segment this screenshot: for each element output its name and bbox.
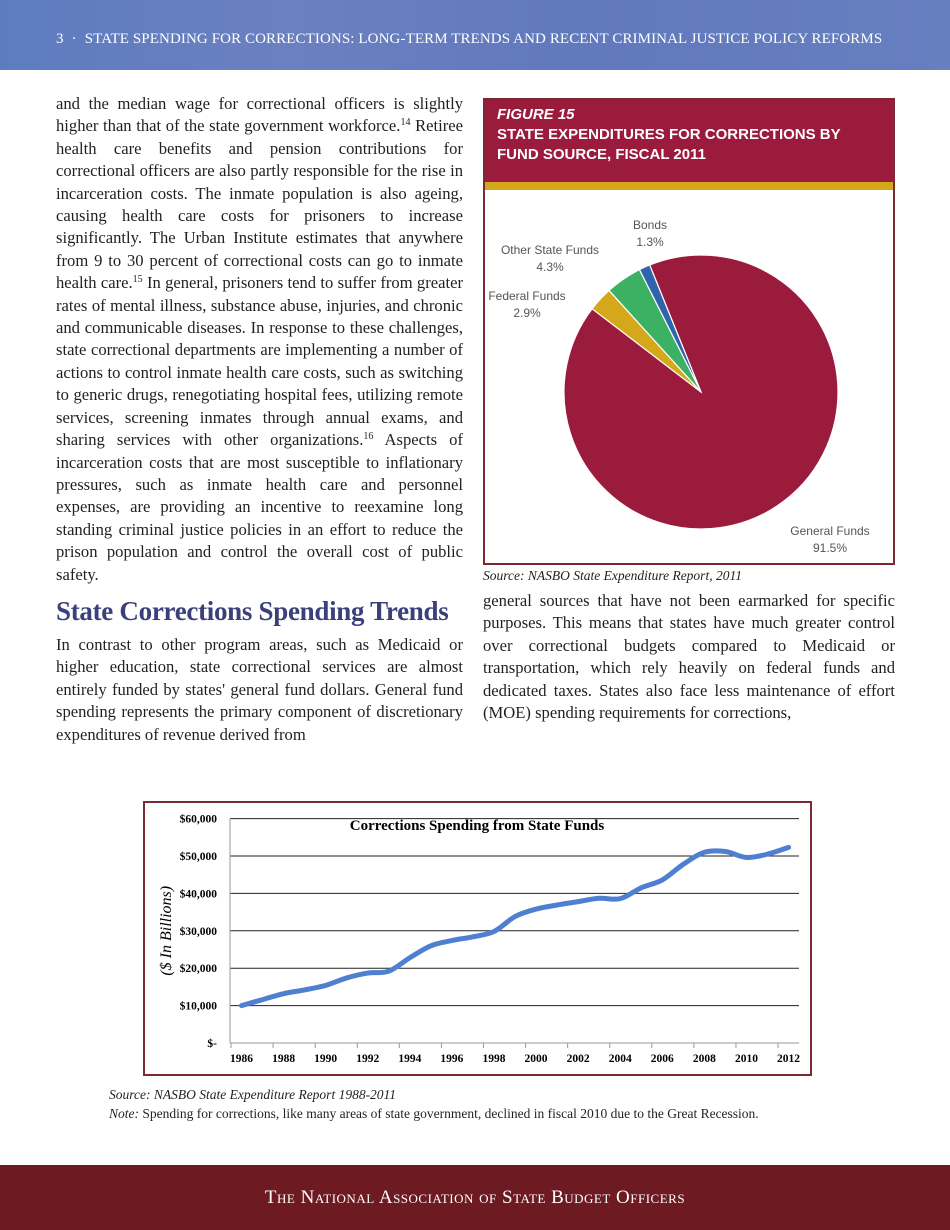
x-tick-label: 1998 (482, 1053, 505, 1065)
footer-text: The National Association of State Budget… (264, 1187, 686, 1208)
body-paragraph-1: and the median wage for correctional off… (56, 93, 463, 586)
page-number: 3 (56, 31, 64, 47)
x-tick-label: 2008 (693, 1053, 716, 1065)
x-tick-label: 2010 (735, 1053, 758, 1065)
x-tick-label: 1990 (314, 1053, 337, 1065)
pie-label-federal-funds: Federal Funds 2.9% (488, 289, 566, 320)
text: and the median wage for correctional off… (56, 94, 463, 136)
figure-number: FIGURE 15 (497, 106, 575, 123)
figure-title: STATE EXPENDITURES FOR CORRECTIONS BY FU… (497, 126, 841, 163)
separator: · (71, 31, 77, 47)
x-tick-label: 1992 (356, 1053, 379, 1065)
line-chart: Corrections Spending from State Funds ($ … (158, 813, 800, 1065)
figure-source: Source: NASBO State Expenditure Report, … (483, 568, 742, 583)
figure-15: FIGURE 15 STATE EXPENDITURES FOR CORRECT… (483, 98, 895, 565)
page-header: 3 · STATE SPENDING FOR CORRECTIONS: LONG-T… (0, 0, 950, 70)
text: Aspects of incarceration costs that are … (56, 430, 463, 584)
footnote-ref: 16 (363, 431, 374, 443)
pie-label-bonds: Bonds 1.3% (632, 218, 668, 249)
y-tick-label: $- (207, 1037, 217, 1050)
pie-label-general-funds: General Funds 91.5% (790, 524, 870, 555)
line-series (239, 844, 792, 1009)
y-tick-label: $40,000 (180, 887, 218, 900)
running-title: STATE SPENDING FOR CORRECTIONS: LONG-TER… (84, 31, 883, 47)
text: In general, prisoners tend to suffer fro… (56, 273, 463, 450)
pie-label-other-state-funds: Other State Funds 4.3% (500, 243, 600, 274)
chart-notes: Source: NASBO State Expenditure Report 1… (109, 1085, 829, 1123)
pie-chart (563, 254, 839, 530)
x-tick-label: 2006 (651, 1053, 674, 1065)
accent-rule (485, 182, 893, 190)
x-tick-label: 1988 (272, 1053, 295, 1065)
footnote-ref: 14 (400, 117, 411, 129)
chart-title: Corrections Spending from State Funds (350, 818, 605, 834)
y-tick-label: $30,000 (180, 925, 218, 938)
note-label: Note: (109, 1106, 139, 1121)
pie-slice-bonds (638, 264, 702, 393)
body-paragraph-2: In contrast to other program areas, such… (56, 635, 463, 744)
body-paragraph-3: general sources that have not been earma… (483, 591, 895, 723)
y-tick-label: $10,000 (180, 1000, 218, 1013)
y-tick-label: $20,000 (180, 962, 218, 975)
section-heading: State Corrections Spending Trends (56, 596, 449, 626)
x-tick-label: 1996 (440, 1053, 463, 1065)
x-tick-label: 1986 (230, 1053, 253, 1065)
text: Retiree health care benefits and pension… (56, 116, 463, 293)
x-tick-label: 2002 (567, 1053, 590, 1065)
chart-source: Source: NASBO State Expenditure Report 1… (109, 1087, 397, 1102)
note-text: Spending for corrections, like many area… (139, 1106, 759, 1121)
line-chart-frame: Corrections Spending from State Funds ($ … (143, 801, 812, 1076)
y-axis-label: ($ In Billions) (158, 886, 175, 976)
x-tick-label: 2004 (609, 1053, 632, 1065)
x-tick-label: 2012 (777, 1053, 800, 1065)
x-tick-label: 1994 (398, 1053, 421, 1065)
page-footer: The National Association of State Budget… (0, 1165, 950, 1230)
y-tick-label: $60,000 (180, 813, 218, 826)
y-tick-label: $50,000 (180, 850, 218, 863)
x-tick-label: 2000 (525, 1053, 548, 1065)
figure-title-band: FIGURE 15 STATE EXPENDITURES FOR CORRECT… (485, 100, 893, 182)
footnote-ref: 15 (132, 274, 143, 286)
